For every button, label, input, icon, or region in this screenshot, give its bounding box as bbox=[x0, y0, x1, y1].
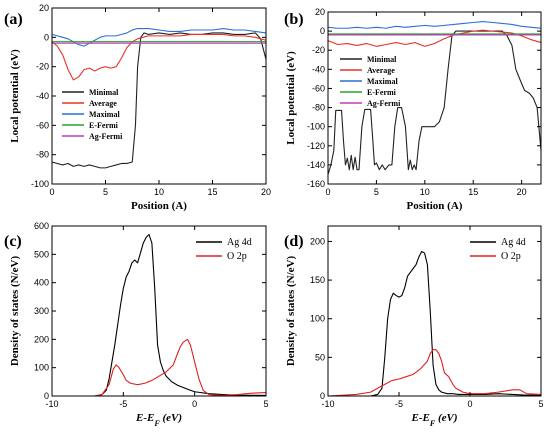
y-tick-label: 20 bbox=[315, 7, 325, 17]
series-line-average bbox=[52, 33, 266, 81]
y-axis-label: Local potential (eV) bbox=[285, 51, 297, 145]
y-tick-label: -80 bbox=[312, 103, 325, 113]
series-line-ag-4d bbox=[52, 233, 266, 396]
legend-entry: Ag-Fermi bbox=[89, 132, 123, 141]
x-tick-label: 5 bbox=[374, 187, 379, 197]
y-tick-label: -140 bbox=[307, 160, 325, 170]
legend-entry: E-Fermi bbox=[89, 121, 119, 130]
y-tick-label: 0 bbox=[44, 32, 49, 42]
x-axis-label: Position (A) bbox=[131, 200, 187, 212]
plot-frame bbox=[327, 225, 542, 397]
y-tick-label: 150 bbox=[310, 275, 325, 285]
panel-label: (d) bbox=[284, 233, 304, 250]
legend-entry: Maximal bbox=[89, 110, 120, 119]
x-tick-label: -5 bbox=[119, 399, 127, 409]
series-line-average bbox=[328, 29, 541, 47]
legend-entry: Ag 4d bbox=[501, 237, 526, 248]
x-tick-label: 5 bbox=[263, 399, 268, 409]
panel-label: (c) bbox=[4, 233, 22, 250]
legend-entry: Ag-Fermi bbox=[367, 99, 401, 108]
y-tick-label: 0 bbox=[320, 26, 325, 36]
legend-entry: E-Fermi bbox=[367, 88, 397, 97]
y-tick-label: 200 bbox=[34, 334, 49, 344]
y-tick-label: -20 bbox=[36, 62, 49, 72]
y-tick-label: 0 bbox=[44, 391, 49, 401]
x-tick-label: -10 bbox=[45, 399, 58, 409]
y-tick-label: -80 bbox=[36, 150, 49, 160]
y-tick-label: -40 bbox=[312, 64, 325, 74]
y-tick-label: 20 bbox=[39, 3, 49, 13]
legend-entry: Minimal bbox=[89, 88, 119, 97]
legend: Ag 4d O 2p bbox=[470, 237, 526, 262]
y-tick-label: -100 bbox=[31, 179, 49, 189]
x-tick-label: 10 bbox=[420, 187, 430, 197]
series-line-o-2p bbox=[328, 349, 541, 396]
plot-frame bbox=[327, 11, 542, 185]
legend-entry: O 2p bbox=[501, 251, 521, 262]
x-tick-label: -5 bbox=[395, 399, 403, 409]
y-tick-label: -20 bbox=[312, 45, 325, 55]
panel-b: 0 5 10 15 20 -160 -140 -120 -100 -80 -60 -40 -20 0 20 P… bbox=[284, 7, 542, 212]
series-line-minimal bbox=[52, 32, 266, 169]
x-tick-label: 0 bbox=[192, 399, 197, 409]
x-axis-label: E-EF (eV) bbox=[135, 412, 182, 428]
series-line-maximal bbox=[328, 21, 541, 29]
x-tick-label: 0 bbox=[325, 187, 330, 197]
y-tick-label: 100 bbox=[310, 314, 325, 324]
y-tick-label: 50 bbox=[315, 352, 325, 362]
x-tick-label: 5 bbox=[538, 399, 543, 409]
y-tick-label: -120 bbox=[307, 141, 325, 151]
x-axis-label: Position (A) bbox=[407, 200, 463, 212]
legend: Minimal Average Maximal E-Fermi Ag-Fermi bbox=[340, 55, 401, 108]
legend-entry: Minimal bbox=[367, 55, 397, 64]
legend-entry: O 2p bbox=[227, 251, 247, 262]
y-tick-label: 0 bbox=[320, 391, 325, 401]
x-tick-label: -10 bbox=[321, 399, 334, 409]
y-tick-label: -100 bbox=[307, 122, 325, 132]
legend-entry: Maximal bbox=[367, 77, 398, 86]
y-tick-label: -60 bbox=[36, 120, 49, 130]
y-tick-label: 200 bbox=[310, 236, 325, 246]
y-axis-label: Local potential (eV) bbox=[9, 49, 21, 143]
legend: Minimal Average Maximal E-Fermi Ag-Fermi bbox=[62, 88, 123, 141]
legend-entry: Average bbox=[367, 66, 395, 75]
x-axis-label: E-EF (eV) bbox=[411, 412, 458, 428]
y-axis-label: Density of states (N/eV) bbox=[9, 256, 21, 367]
x-tick-label: 15 bbox=[207, 187, 217, 197]
x-tick-label: 10 bbox=[154, 187, 164, 197]
legend: Ag 4d O 2p bbox=[196, 237, 252, 262]
x-tick-label: 20 bbox=[261, 187, 271, 197]
y-tick-label: 100 bbox=[34, 363, 49, 373]
x-tick-label: 20 bbox=[517, 187, 527, 197]
series-line-o-2p bbox=[52, 338, 266, 396]
y-tick-label: 300 bbox=[34, 306, 49, 316]
x-tick-label: 15 bbox=[468, 187, 478, 197]
y-tick-label: -60 bbox=[312, 83, 325, 93]
y-tick-label: 400 bbox=[34, 278, 49, 288]
panel-label: (a) bbox=[4, 11, 23, 28]
y-tick-label: -40 bbox=[36, 91, 49, 101]
legend-entry: Average bbox=[89, 99, 117, 108]
panel-label: (b) bbox=[284, 11, 304, 28]
panel-a: 0 5 10 15 20 -100 -80 -60 -40 -20 0 20 Position (A) L… bbox=[4, 3, 271, 212]
y-axis-label: Density of states (N/eV) bbox=[285, 256, 297, 367]
y-tick-label: 600 bbox=[34, 221, 49, 231]
legend-entry: Ag 4d bbox=[227, 237, 252, 248]
x-tick-label: 0 bbox=[467, 399, 472, 409]
y-tick-label: 500 bbox=[34, 249, 49, 259]
x-tick-label: 5 bbox=[103, 187, 108, 197]
series-line-ag-4d bbox=[328, 250, 541, 396]
x-tick-label: 0 bbox=[49, 187, 54, 197]
y-tick-label: -160 bbox=[307, 179, 325, 189]
